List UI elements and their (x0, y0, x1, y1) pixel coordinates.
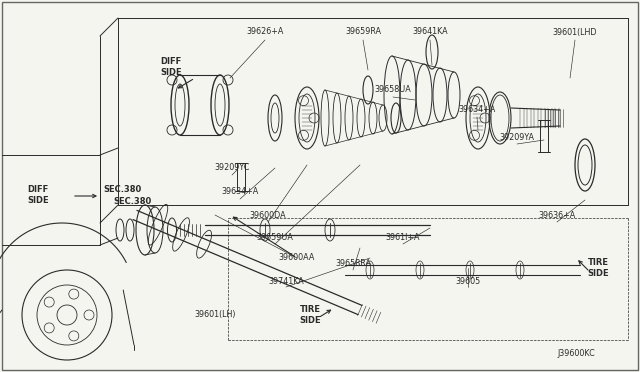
Text: 3961I+A: 3961I+A (386, 232, 420, 241)
Text: 39601(LH): 39601(LH) (195, 311, 236, 320)
Text: DIFF
SIDE: DIFF SIDE (160, 57, 182, 77)
Text: 39658RA: 39658RA (335, 259, 371, 267)
Text: 39641KA: 39641KA (412, 28, 448, 36)
Text: 39634+A: 39634+A (458, 106, 495, 115)
Text: 39659RA: 39659RA (345, 28, 381, 36)
Text: 39658UA: 39658UA (374, 86, 412, 94)
Text: 39636+A: 39636+A (538, 211, 575, 219)
Text: 39634+A: 39634+A (221, 187, 259, 196)
Text: 39605: 39605 (456, 276, 481, 285)
Text: 39209YC: 39209YC (214, 164, 250, 173)
Text: 39600AA: 39600AA (279, 253, 315, 263)
Text: 39209YA: 39209YA (499, 132, 534, 141)
Text: TIRE
SIDE: TIRE SIDE (587, 258, 609, 278)
Text: 39600DA: 39600DA (250, 211, 286, 219)
Text: TIRE
SIDE: TIRE SIDE (299, 305, 321, 325)
Text: 39626+A: 39626+A (246, 28, 284, 36)
Text: SEC.380: SEC.380 (103, 185, 141, 193)
Text: J39600KC: J39600KC (557, 350, 595, 359)
Text: SEC.380: SEC.380 (113, 196, 151, 205)
Text: DIFF
SIDE: DIFF SIDE (27, 185, 49, 205)
Text: 39601(LHD: 39601(LHD (553, 28, 597, 36)
Text: 39741KA: 39741KA (268, 276, 304, 285)
Text: 39659UA: 39659UA (257, 232, 293, 241)
